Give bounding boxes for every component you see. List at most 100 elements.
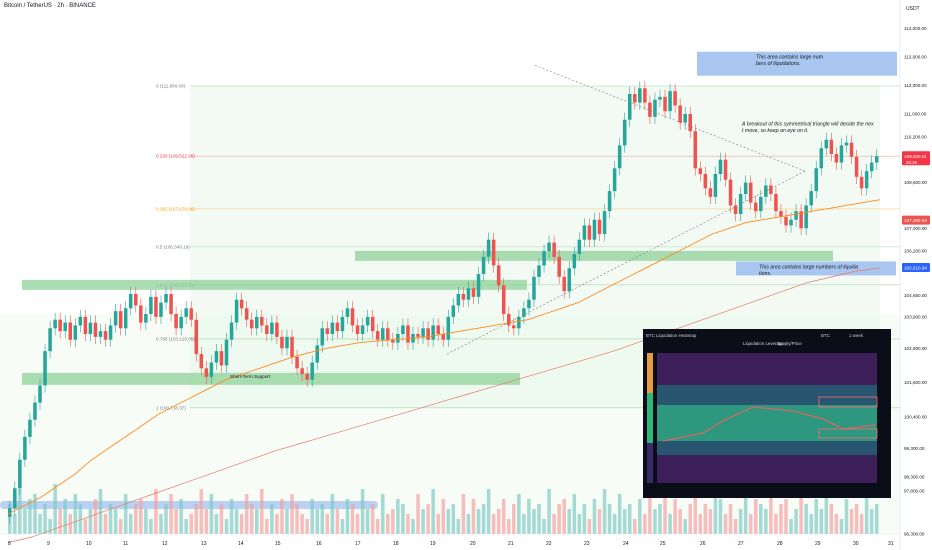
volume-bar: [622, 509, 627, 534]
fib-label-3: 0.5 (106,349.19): [156, 244, 190, 249]
support-zone-upper: [22, 279, 527, 290]
volume-bar: [869, 509, 874, 534]
volume-bar: [426, 504, 430, 534]
candle: [693, 131, 698, 169]
ma-slow-line: [7, 267, 881, 543]
candle: [204, 368, 209, 377]
fib-label-0: 0 (111,980.00): [156, 84, 186, 89]
volume-bar: [527, 499, 531, 534]
candle: [43, 351, 47, 386]
support-zone-mid: [355, 250, 833, 261]
volume-bar: [164, 504, 168, 534]
candle: [260, 316, 264, 326]
liquidity-box-mid: [736, 261, 896, 276]
candle: [254, 316, 259, 329]
volume-bar: [658, 504, 662, 534]
candle: [103, 331, 108, 340]
y-tick-label: 101,600.00: [904, 380, 927, 385]
volume-bar: [108, 504, 113, 534]
candle: [360, 325, 365, 334]
candle: [799, 211, 803, 229]
volume-bar: [113, 509, 118, 534]
volume-bar: [270, 504, 274, 534]
heatmap-title: BTC Liquidation Heatmap: [646, 333, 697, 338]
candle: [678, 105, 682, 123]
x-tick-label: 22: [546, 541, 552, 547]
candle: [350, 308, 355, 326]
volume-bar: [416, 494, 420, 534]
volume-bar: [118, 519, 123, 534]
y-tick-label: 99,300.00: [904, 446, 925, 451]
volume-bar: [522, 514, 526, 534]
candle: [612, 168, 617, 192]
volume-bar: [703, 504, 708, 534]
x-tick-label: 25: [660, 541, 666, 547]
price-tag: [902, 215, 930, 225]
volume-bar: [436, 514, 440, 534]
volume-bar: [743, 489, 748, 534]
candle: [73, 325, 78, 340]
candle: [325, 328, 330, 334]
x-tick-label: 18: [393, 541, 399, 547]
candle: [784, 216, 788, 226]
volume-bar: [764, 509, 768, 534]
candle: [471, 288, 476, 297]
volume-bar: [718, 499, 723, 534]
volume-bar: [33, 494, 37, 534]
volume-bar: [88, 509, 93, 534]
volume-bar: [738, 509, 743, 534]
volume-bar: [194, 504, 199, 534]
volume-bar: [759, 504, 763, 534]
x-tick-label: 20: [470, 541, 476, 547]
volume-bar: [567, 509, 572, 534]
x-tick-label: 10: [86, 541, 92, 547]
heatmap-price-line: [662, 406, 876, 442]
volume-bar: [310, 499, 314, 534]
volume-bar: [260, 489, 264, 534]
volume-bar: [638, 499, 642, 534]
volume-bar: [325, 514, 330, 534]
candle: [708, 188, 713, 197]
volume-bar: [678, 509, 682, 534]
candle: [834, 154, 839, 163]
candle: [13, 488, 17, 509]
candle: [769, 185, 773, 194]
candle: [441, 334, 446, 340]
volume-bar: [496, 509, 501, 534]
candle: [249, 319, 254, 329]
volume-bar: [501, 499, 506, 534]
candle: [869, 162, 874, 172]
volume-bar: [874, 504, 879, 534]
candle: [622, 119, 627, 146]
volume-bar: [406, 514, 410, 534]
candle: [380, 328, 385, 340]
candle: [416, 334, 420, 337]
candle: [275, 322, 279, 337]
symbol-title: Bitcoin / TetherUS · 2h · BINANCE: [4, 3, 96, 9]
volume-bar: [562, 499, 566, 534]
volume-bar: [648, 489, 652, 534]
candle: [149, 296, 153, 314]
volume-bar: [451, 504, 456, 534]
volume-bar: [517, 494, 521, 534]
liquidation-heatmap-inset[interactable]: BTC Liquidation Heatmap Liquidation Lever…: [643, 329, 891, 498]
x-tick-label: 29: [815, 541, 821, 547]
candle: [522, 308, 526, 317]
candle: [290, 336, 294, 357]
candle: [134, 294, 138, 306]
candle: [633, 94, 637, 103]
volume-bar: [360, 489, 365, 534]
volume-bar: [189, 514, 193, 534]
candle: [703, 174, 708, 189]
candle: [648, 102, 652, 117]
volume-bar: [295, 504, 299, 534]
volume-bar: [799, 489, 803, 534]
y-tick-label: 112,000.00: [904, 83, 927, 88]
candle: [688, 114, 692, 132]
candle: [753, 202, 758, 212]
volume-bar: [617, 494, 622, 534]
volume-bar: [693, 489, 698, 534]
volume-bar: [315, 509, 319, 534]
annotation-triangle: t move, so keep an eye on it.: [742, 128, 808, 134]
candle: [451, 305, 456, 317]
